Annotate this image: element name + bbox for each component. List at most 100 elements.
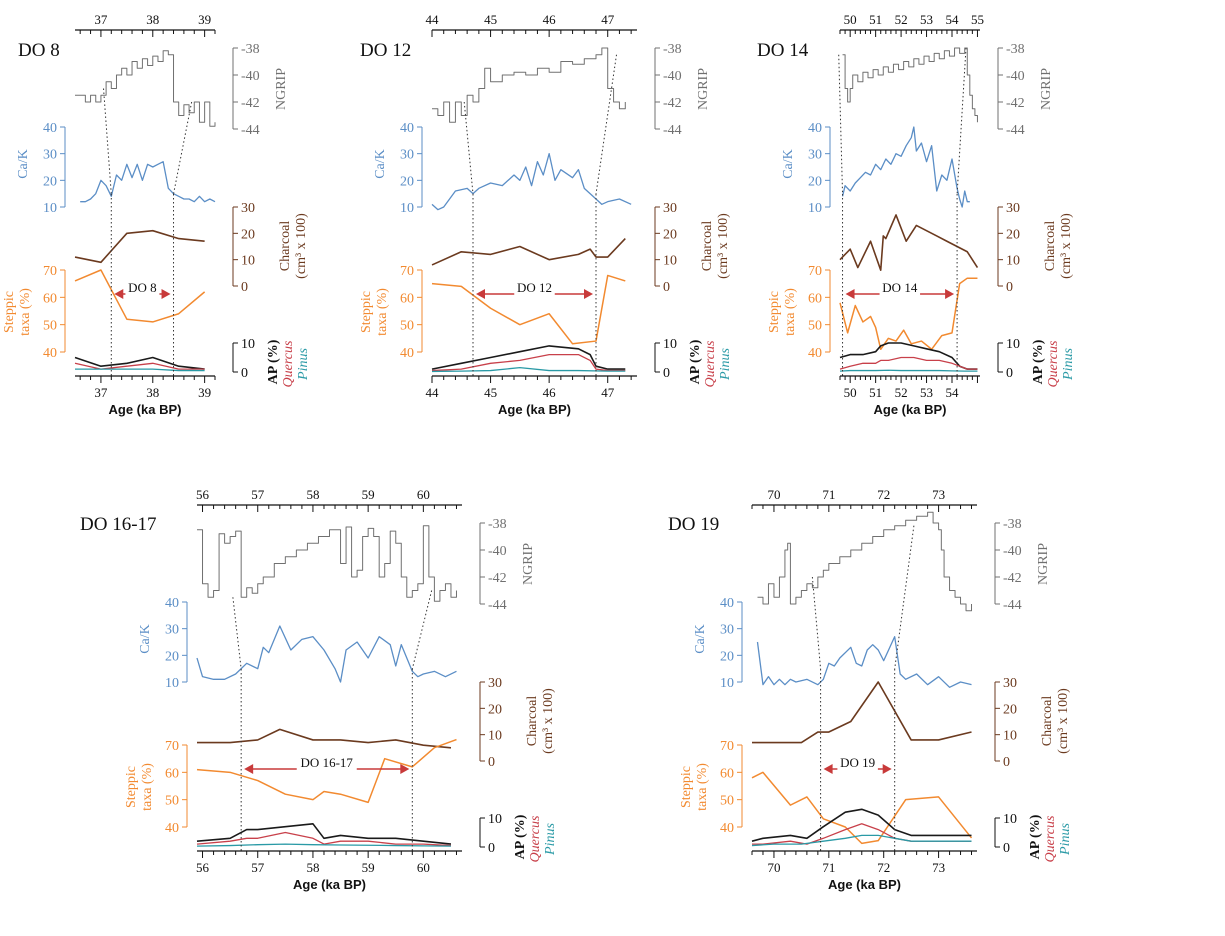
charcoal-axis-unit: (cm³ x 100) [1056,688,1071,754]
series-pinus-line [196,843,451,847]
top-tick-label: 46 [543,12,557,27]
steppic-tick-label: 40 [165,821,179,836]
cak-axis-title: Ca/K [373,149,388,179]
event-arrow-right-head [584,289,593,299]
steppic-tick-label: 70 [165,739,179,754]
steppic-tick-label: 70 [43,264,57,279]
quercus-axis-title: Quercus [528,815,543,862]
cak-axis-title: Ca/K [138,624,153,654]
x-axis-title: Age (ka BP) [498,402,571,417]
cak-tick-label: 20 [808,174,822,189]
cak-tick-label: 10 [808,201,822,216]
x-axis-title: Age (ka BP) [874,402,947,417]
bottom-tick-label: 37 [94,385,108,400]
cak-tick-label: 30 [720,623,734,638]
series-ngrip-line [197,525,457,602]
ap-axis-title: AP (%) [513,814,528,859]
ap-axis-title: AP (%) [1028,814,1043,859]
pinus-axis-title: Pinus [1058,823,1073,856]
series-charcoal-line [197,728,452,749]
panel-title: DO 19 [668,514,719,535]
event-arrow-left-head [845,289,855,299]
series-ca-k-line [196,625,457,683]
series-quercus-line [196,831,451,847]
ap-tick-label: 10 [241,337,255,352]
bottom-tick-label: 73 [932,860,945,875]
bottom-tick-label: 71 [822,860,835,875]
series-quercus-line [839,356,978,370]
cak-axis-title: Ca/K [16,149,31,179]
steppic-axis-unit: taxa (%) [695,763,710,811]
panel-do-8: DO 8 37 38 39 37 38 39 Age (ka BP) -38 -40 -42 -44 1… [2,12,311,417]
top-tick-label: 47 [601,12,615,27]
bottom-tick-label: 57 [251,860,265,875]
x-axis-title: Age (ka BP) [828,877,901,892]
ap-tick-label: 10 [1003,812,1017,827]
pinus-axis-title: Pinus [1061,348,1076,381]
event-arrow-right-head [400,764,410,774]
charcoal-tick-label: 20 [241,227,255,242]
series-ca-k-line [841,126,970,208]
bottom-tick-label: 72 [877,860,890,875]
x-axis-title: Age (ka BP) [109,402,182,417]
event-arrow-left-head [476,289,485,299]
ngrip-tick-label: -42 [1006,96,1025,111]
bottom-tick-label: 58 [306,860,319,875]
cak-tick-label: 10 [720,676,734,691]
steppic-tick-label: 50 [400,319,414,334]
top-tick-label: 59 [362,487,375,502]
top-tick-label: 51 [869,12,882,27]
steppic-tick-label: 50 [165,794,179,809]
ngrip-tick-label: -44 [663,123,682,138]
series-ap-line [751,808,972,842]
panel-do-12: DO 12 44 45 46 47 44 45 46 47 Age (ka BP) -38 -40 -4… [359,12,733,417]
steppic-tick-label: 50 [720,794,734,809]
panel-do-16-17: DO 16-17 56 57 58 59 60 56 57 58 59 60 Age (ka BP) -… [80,487,558,892]
series-charcoal-line [839,214,979,271]
ngrip-tick-label: -44 [1003,598,1022,613]
ngrip-tick-label: -38 [488,517,507,532]
event-arrow-right-head [882,764,892,774]
ngrip-tick-label: -38 [663,42,682,57]
charcoal-tick-label: 30 [663,201,677,216]
cak-axis-title: Ca/K [693,624,708,654]
event-arrow-left-head [244,764,254,774]
top-tick-label: 71 [822,487,835,502]
event-label-bg [296,758,357,770]
series-ca-k-line [431,153,632,211]
event-label-bg [837,758,878,770]
bottom-tick-label: 60 [417,860,430,875]
top-tick-label: 57 [251,487,265,502]
ap-tick-label: 0 [488,841,495,856]
ngrip-axis-title: NGRIP [274,68,289,110]
steppic-tick-label: 40 [400,346,414,361]
bottom-tick-label: 52 [895,385,908,400]
ngrip-axis-title: NGRIP [1039,68,1054,110]
series-ngrip-line [757,511,973,612]
series-steppic-taxa-line [751,771,973,845]
bottom-tick-label: 46 [543,385,557,400]
event-label-bg [879,283,921,295]
steppic-tick-label: 70 [400,264,414,279]
cak-tick-label: 10 [400,201,414,216]
steppic-tick-label: 70 [808,264,822,279]
ngrip-axis-title: NGRIP [1036,543,1051,585]
top-tick-label: 54 [946,12,960,27]
series-charcoal-line [431,238,626,266]
charcoal-tick-label: 10 [241,254,255,269]
charcoal-tick-label: 20 [488,702,502,717]
charcoal-tick-label: 30 [1003,676,1017,691]
ngrip-tick-label: -42 [663,96,682,111]
top-tick-label: 73 [932,487,945,502]
quercus-axis-title: Quercus [1046,340,1061,387]
ap-tick-label: 10 [1006,337,1020,352]
top-tick-label: 70 [767,487,780,502]
ngrip-tick-label: -44 [241,123,260,138]
event-link-dotted [894,525,915,670]
series-ap-line [196,823,452,845]
steppic-tick-label: 50 [43,319,57,334]
steppic-tick-label: 60 [720,766,734,781]
cak-tick-label: 40 [720,596,734,611]
x-axis-title: Age (ka BP) [293,877,366,892]
